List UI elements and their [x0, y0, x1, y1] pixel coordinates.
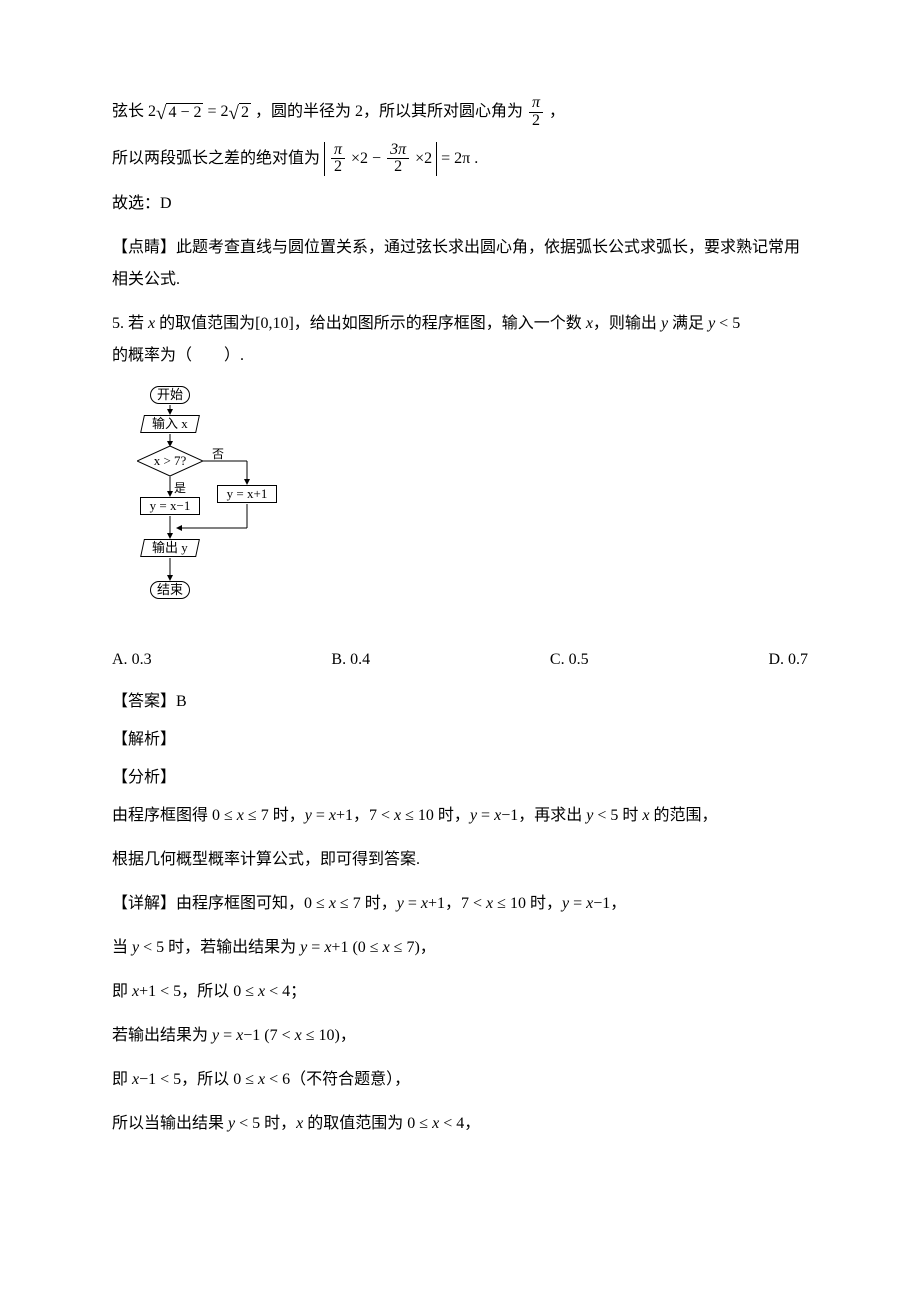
q4-chord-post: ，圆的半径为 2，所以其所对圆心角为	[255, 103, 523, 120]
q5-stem: 5. 若 x 的取值范围为[0,10]，给出如图所示的程序框图，输入一个数 x，…	[112, 308, 808, 372]
q5-cond: y < 5	[708, 315, 740, 332]
q5-xiangjie-6: 所以当输出结果 y < 5 时，x 的取值范围为 0 ≤ x < 4，	[112, 1108, 808, 1140]
q4-chord-pre: 弦长	[112, 103, 144, 120]
q4-abs: π2 ×2 − 3π2 ×2	[324, 142, 437, 177]
q5-options: A. 0.3 B. 0.4 C. 0.5 D. 0.7	[112, 644, 808, 676]
fc-proc-no: y = x+1	[217, 485, 277, 503]
opt-c[interactable]: C. 0.5	[550, 644, 589, 676]
q5-xiangjie-1: 【详解】由程序框图可知，0 ≤ x ≤ 7 时，y = x+1，7 < x ≤ …	[112, 888, 808, 920]
q5-jiexi: 【解析】	[112, 724, 808, 756]
fc-start: 开始	[150, 386, 190, 404]
fc-proc-yes: y = x−1	[140, 497, 200, 515]
opt-a[interactable]: A. 0.3	[112, 644, 152, 676]
fc-no-label: 否	[212, 442, 224, 466]
q4-arcdiff-line: 所以两段弧长之差的绝对值为 π2 ×2 − 3π2 ×2 = 2π .	[112, 142, 808, 177]
q5-fenxi-text-2: 根据几何概型概率计算公式，即可得到答案.	[112, 844, 808, 876]
q5-xiangjie-3: 即 x+1 < 5，所以 0 ≤ x < 4；	[112, 976, 808, 1008]
q5-xiangjie-4: 若输出结果为 y = x−1 (7 < x ≤ 10)，	[112, 1020, 808, 1052]
opt-d[interactable]: D. 0.7	[768, 644, 808, 676]
flowchart: 开始 输入 x x > 7? 是 否 y = x−1 y = x+1 输出 y …	[120, 384, 280, 634]
q5-xiangjie-5: 即 x−1 < 5，所以 0 ≤ x < 6（不符合题意），	[112, 1064, 808, 1096]
q4-angle-frac: π2	[529, 95, 543, 130]
fc-decision: x > 7?	[137, 446, 203, 476]
q5-fenxi-text-1: 由程序框图得 0 ≤ x ≤ 7 时，y = x+1，7 < x ≤ 10 时，…	[112, 800, 808, 832]
q5-answer-line: 【答案】B	[112, 686, 808, 718]
q4-dianqing: 【点睛】此题考查直线与圆位置关系，通过弦长求出圆心角，依据弧长公式求弧长，要求熟…	[112, 232, 808, 296]
q4-chord-line: 弦长 2√4 − 2 = 2√2 ，圆的半径为 2，所以其所对圆心角为 π2 ，	[112, 95, 808, 130]
q4-answer: 故选：D	[112, 188, 808, 220]
fc-output: 输出 y	[140, 539, 200, 557]
opt-b[interactable]: B. 0.4	[331, 644, 370, 676]
fc-input: 输入 x	[140, 415, 200, 433]
q5-fenxi: 【分析】	[112, 762, 808, 794]
q4-chord-expr: 2√4 − 2 = 2√2	[148, 103, 251, 120]
q5-xiangjie-2: 当 y < 5 时，若输出结果为 y = x+1 (0 ≤ x ≤ 7)，	[112, 932, 808, 964]
fc-end: 结束	[150, 581, 190, 599]
q4-dianqing-text: 此题考查直线与圆位置关系，通过弦长求出圆心角，依据弧长公式求弧长，要求熟记常用相…	[112, 239, 800, 288]
q4-dianqing-label: 【点睛】	[112, 239, 176, 256]
